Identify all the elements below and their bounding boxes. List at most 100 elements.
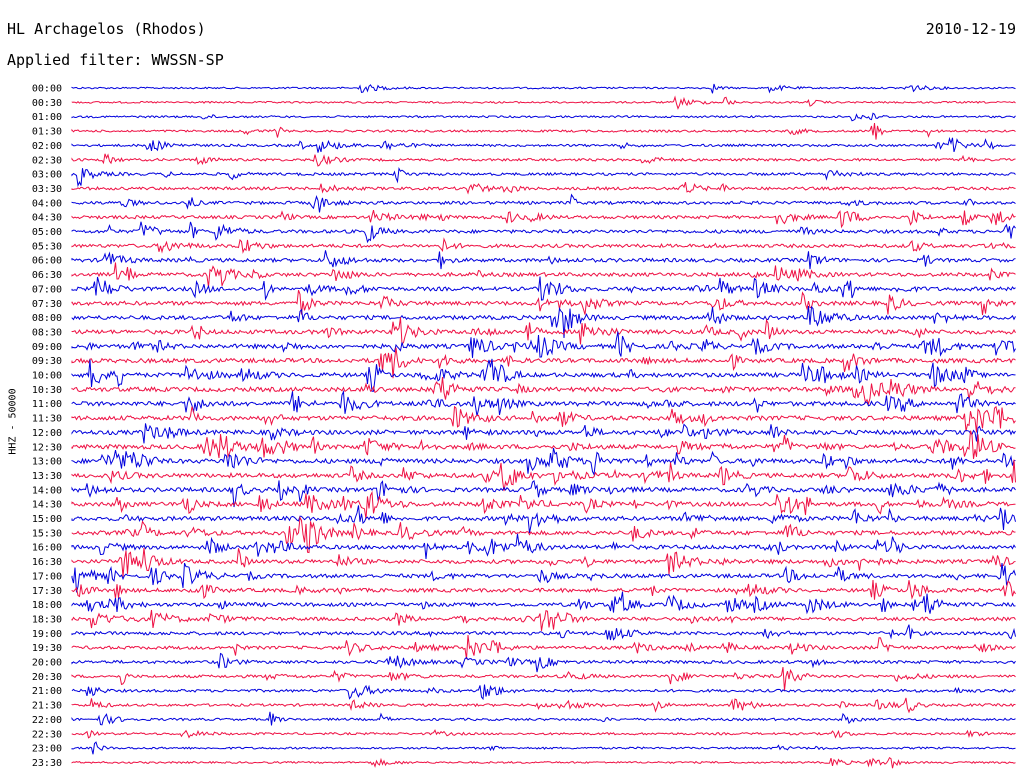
- row-time-label: 03:30: [32, 184, 62, 195]
- trace-line: [71, 505, 1016, 533]
- trace-line: [71, 136, 1016, 153]
- row-time-label: 18:30: [32, 614, 62, 625]
- station-title: HL Archagelos (Rhodos): [7, 20, 206, 38]
- row-time-label: 05:30: [32, 241, 62, 252]
- row-time-label: 10:30: [32, 385, 62, 396]
- trace-line: [71, 112, 1016, 122]
- row-time-label: 06:30: [32, 270, 62, 281]
- trace-line: [71, 193, 1016, 213]
- row-time-label: 18:00: [32, 600, 62, 611]
- row-time-label: 07:30: [32, 299, 62, 310]
- row-time-label: 23:30: [32, 758, 62, 769]
- row-time-label: 03:00: [32, 170, 62, 181]
- trace-line: [71, 579, 1016, 600]
- trace-line: [71, 547, 1016, 577]
- trace-line: [71, 711, 1016, 726]
- trace-line: [71, 624, 1016, 641]
- trace-line: [71, 459, 1016, 492]
- trace-line: [71, 262, 1016, 287]
- row-time-label: 04:00: [32, 198, 62, 209]
- row-time-label: 08:30: [32, 327, 62, 338]
- trace-line: [71, 153, 1016, 167]
- trace-line: [71, 250, 1016, 270]
- row-time-label: 19:00: [32, 629, 62, 640]
- trace-line: [71, 609, 1016, 631]
- trace-line: [71, 389, 1016, 417]
- row-time-label: 16:30: [32, 557, 62, 568]
- trace-line: [71, 490, 1016, 520]
- row-time-label: 20:00: [32, 658, 62, 669]
- row-time-label: 06:00: [32, 256, 62, 267]
- row-time-label: 15:30: [32, 528, 62, 539]
- trace-line: [71, 634, 1016, 660]
- row-time-label: 11:30: [32, 414, 62, 425]
- trace-line: [71, 221, 1016, 244]
- trace-line: [71, 317, 1016, 345]
- trace-line: [71, 591, 1016, 615]
- row-time-label: 09:00: [32, 342, 62, 353]
- trace-line: [71, 237, 1016, 254]
- row-time-label: 02:30: [32, 155, 62, 166]
- row-time-label: 22:30: [32, 729, 62, 740]
- row-time-label: 01:30: [32, 127, 62, 138]
- row-time-label: 08:00: [32, 313, 62, 324]
- trace-line: [71, 83, 1016, 94]
- row-time-label: 17:00: [32, 571, 62, 582]
- trace-line: [71, 533, 1016, 560]
- row-time-label: 00:30: [32, 98, 62, 109]
- row-time-label: 14:30: [32, 500, 62, 511]
- trace-line: [71, 276, 1016, 301]
- trace-line: [71, 741, 1016, 755]
- row-time-label: 20:30: [32, 672, 62, 683]
- row-time-label: 01:00: [32, 112, 62, 123]
- trace-line: [71, 167, 1016, 188]
- trace-line: [71, 358, 1016, 392]
- date-label: 2010-12-19: [925, 20, 1016, 38]
- trace-line: [71, 122, 1016, 140]
- row-time-label: 21:30: [32, 701, 62, 712]
- row-time-label: 17:30: [32, 586, 62, 597]
- trace-line: [71, 667, 1016, 691]
- trace-line: [71, 347, 1016, 379]
- trace-line: [71, 182, 1016, 195]
- row-time-label: 22:00: [32, 715, 62, 726]
- row-time-label: 05:00: [32, 227, 62, 238]
- row-time-label: 19:30: [32, 643, 62, 654]
- row-time-label: 21:00: [32, 686, 62, 697]
- filter-label: Applied filter: WWSSN-SP: [7, 51, 224, 69]
- row-time-label: 16:00: [32, 543, 62, 554]
- row-time-label: 09:30: [32, 356, 62, 367]
- row-time-label: 12:30: [32, 442, 62, 453]
- trace-line: [71, 697, 1016, 714]
- trace-line: [71, 305, 1016, 339]
- trace-line: [71, 756, 1016, 769]
- trace-line: [71, 447, 1016, 477]
- trace-line: [71, 515, 1016, 554]
- row-time-label: 13:00: [32, 457, 62, 468]
- row-time-label: 12:00: [32, 428, 62, 439]
- row-time-label: 15:00: [32, 514, 62, 525]
- trace-line: [71, 729, 1016, 739]
- trace-line: [71, 684, 1016, 701]
- trace-line: [71, 405, 1016, 433]
- row-time-label: 13:30: [32, 471, 62, 482]
- trace-line: [71, 209, 1016, 229]
- trace-line: [71, 376, 1016, 406]
- row-time-label: 04:30: [32, 213, 62, 224]
- row-time-label: 11:00: [32, 399, 62, 410]
- row-time-label: 07:00: [32, 284, 62, 295]
- row-time-label: 14:00: [32, 485, 62, 496]
- trace-line: [71, 652, 1016, 673]
- row-time-label: 10:00: [32, 371, 62, 382]
- trace-line: [71, 423, 1016, 444]
- row-time-label: 00:00: [32, 84, 62, 95]
- trace-line: [71, 480, 1016, 508]
- row-time-label: 02:00: [32, 141, 62, 152]
- trace-line: [71, 95, 1016, 110]
- row-time-label: 23:00: [32, 744, 62, 755]
- trace-line: [71, 430, 1016, 459]
- trace-line: [71, 290, 1016, 316]
- trace-line: [71, 562, 1016, 593]
- trace-line: [71, 331, 1016, 358]
